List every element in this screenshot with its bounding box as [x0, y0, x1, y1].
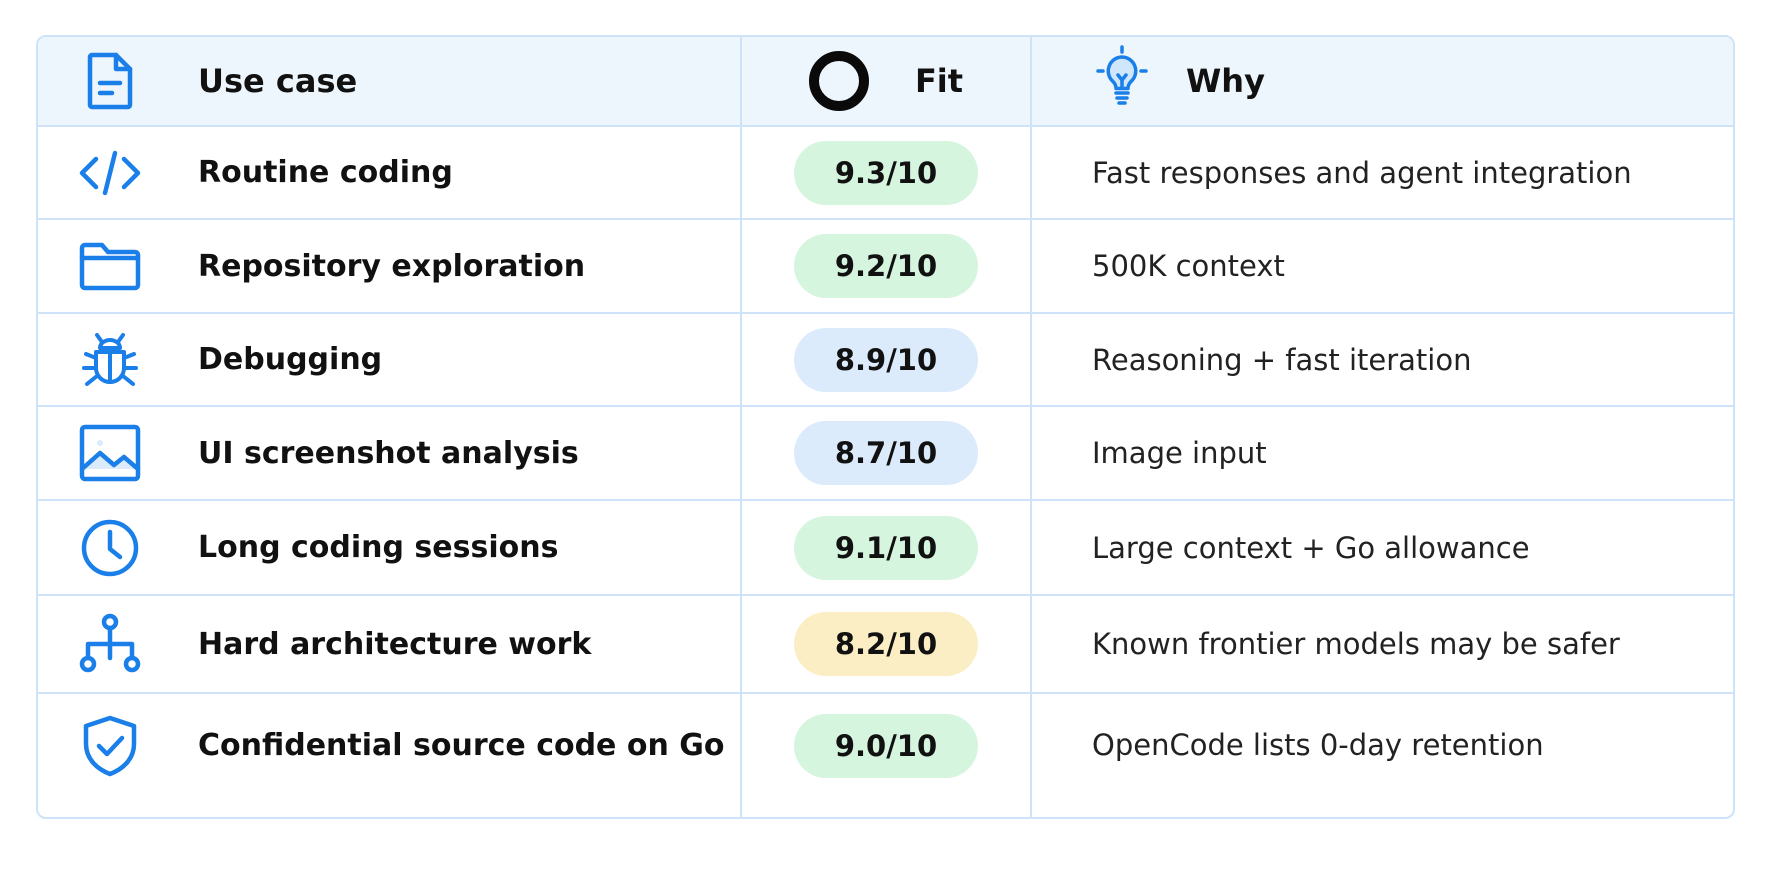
- use-case-label: Repository exploration: [198, 248, 586, 284]
- use-case-label: UI screenshot analysis: [198, 435, 579, 471]
- use-case-label: Confidential source code on Go: [198, 728, 725, 763]
- why-text: Fast responses and agent integration: [1092, 155, 1632, 190]
- image-icon: [78, 421, 142, 485]
- lightbulb-icon: [1092, 45, 1152, 117]
- use-case-label: Routine coding: [198, 155, 453, 190]
- table-header: Use case Fit: [38, 37, 1733, 127]
- fit-badge: 8.2/10: [794, 612, 978, 676]
- ring-icon: [808, 51, 869, 111]
- why-text: Large context + Go allowance: [1092, 530, 1530, 565]
- header-why-label: Why: [1186, 62, 1265, 100]
- header-fit-label: Fit: [914, 62, 964, 100]
- fit-badge: 8.7/10: [794, 421, 978, 485]
- table-row: Hard architecture work 8.2/10 Known fron…: [38, 596, 1733, 694]
- fit-badge: 9.3/10: [794, 140, 978, 205]
- hierarchy-icon: [78, 612, 142, 676]
- use-case-label: Long coding sessions: [198, 530, 559, 565]
- table-row: UI screenshot analysis 8.7/10 Image inpu…: [38, 407, 1733, 501]
- clock-icon: [78, 516, 142, 580]
- bug-icon: [78, 328, 142, 392]
- fit-badge: 8.9/10: [794, 327, 978, 392]
- why-text: Reasoning + fast iteration: [1092, 342, 1472, 377]
- code-icon: [78, 141, 142, 205]
- table-row: Confidential source code on Go 9.0/10 Op…: [38, 694, 1733, 817]
- use-case-label: Hard architecture work: [198, 626, 592, 662]
- header-use-case-label: Use case: [198, 62, 358, 100]
- header-why: Why: [1032, 37, 1733, 125]
- fit-badge: 9.2/10: [794, 234, 978, 298]
- why-text: Image input: [1092, 436, 1267, 470]
- table-row: Routine coding 9.3/10 Fast responses and…: [38, 127, 1733, 220]
- use-case-table: Use case Fit: [36, 35, 1735, 819]
- folder-icon: [78, 234, 142, 298]
- fit-badge: 9.0/10: [794, 714, 978, 778]
- use-case-label: Debugging: [198, 342, 383, 377]
- table-row: Repository exploration 9.2/10 500K conte…: [38, 220, 1733, 314]
- why-text: Known frontier models may be safer: [1092, 627, 1620, 661]
- shield-check-icon: [78, 714, 142, 778]
- fit-badge: 9.1/10: [794, 515, 978, 580]
- header-use-case: Use case: [38, 37, 742, 125]
- table-row: Debugging 8.9/10 Reasoning + fast iterat…: [38, 314, 1733, 407]
- why-text: 500K context: [1092, 249, 1285, 283]
- table-row: Long coding sessions 9.1/10 Large contex…: [38, 501, 1733, 596]
- document-icon: [78, 49, 142, 113]
- header-fit: Fit: [742, 37, 1032, 125]
- why-text: OpenCode lists 0-day retention: [1092, 728, 1544, 762]
